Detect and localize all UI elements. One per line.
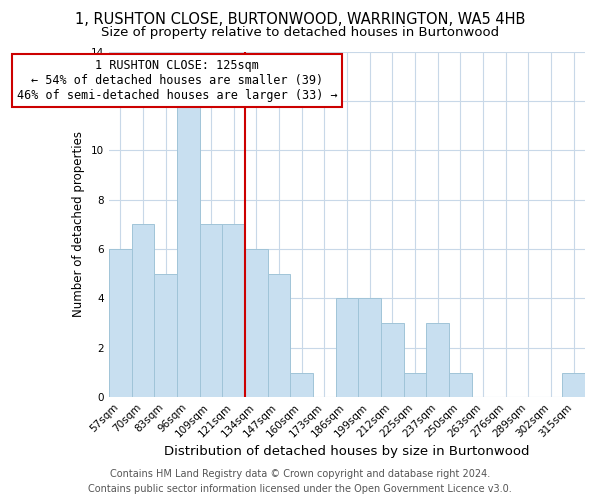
Bar	[109, 249, 131, 397]
Text: Size of property relative to detached houses in Burtonwood: Size of property relative to detached ho…	[101, 26, 499, 39]
Bar	[449, 372, 472, 397]
Bar	[290, 372, 313, 397]
Text: Contains HM Land Registry data © Crown copyright and database right 2024.
Contai: Contains HM Land Registry data © Crown c…	[88, 469, 512, 494]
Y-axis label: Number of detached properties: Number of detached properties	[72, 132, 85, 318]
Text: 1, RUSHTON CLOSE, BURTONWOOD, WARRINGTON, WA5 4HB: 1, RUSHTON CLOSE, BURTONWOOD, WARRINGTON…	[75, 12, 525, 28]
Bar	[404, 372, 426, 397]
Bar	[154, 274, 177, 397]
Bar	[335, 298, 358, 397]
Bar	[562, 372, 585, 397]
Text: 1 RUSHTON CLOSE: 125sqm
← 54% of detached houses are smaller (39)
46% of semi-de: 1 RUSHTON CLOSE: 125sqm ← 54% of detache…	[17, 59, 337, 102]
Bar	[358, 298, 381, 397]
Bar	[245, 249, 268, 397]
Bar	[426, 323, 449, 397]
Bar	[200, 224, 222, 397]
Bar	[381, 323, 404, 397]
X-axis label: Distribution of detached houses by size in Burtonwood: Distribution of detached houses by size …	[164, 444, 530, 458]
Bar	[222, 224, 245, 397]
Bar	[268, 274, 290, 397]
Bar	[177, 101, 200, 397]
Bar	[131, 224, 154, 397]
